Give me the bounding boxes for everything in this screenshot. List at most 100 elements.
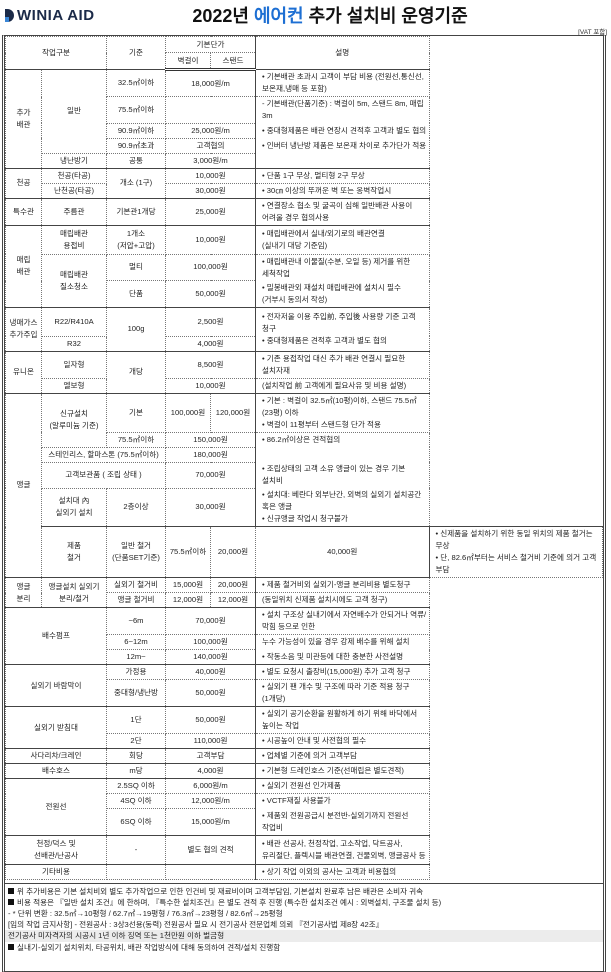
description-cell: • 실외기 공기순환을 원활하게 하기 위해 바닥에서 높이는 작업 [255, 706, 430, 734]
description-cell: 누수 가능성이 있을 경우 강제 배수를 위해 설치 [255, 634, 430, 650]
description-cell: • 상기 작업 이외의 공사는 고객과 비용협의 [255, 863, 430, 880]
table-cell: 앵글 [5, 392, 42, 578]
table-cell: 천공 [5, 167, 42, 199]
header-description: 설명 [255, 36, 430, 70]
winia-aid-logo: WINIA AID [5, 5, 95, 25]
table-cell: 2,500원 [165, 306, 257, 337]
table-cell: 앵글 철거비 [106, 592, 167, 608]
table-cell: 10,000원 [165, 167, 257, 184]
table-cell: - [106, 834, 167, 865]
table-cell: 앵글설치 실외기 분리/철거 [40, 577, 108, 608]
table-cell: 단품 [106, 280, 167, 308]
table-row: 설치대 內 실외기 설치 2층이상 30,000원 • 설치대: 베란다 외부난간, … [6, 487, 603, 527]
description-cell: • 기본배관 초과시 고객이 부담 비용 (전원선,통신선,보온재,냉매 등 포… [255, 69, 430, 97]
table-cell: 100,000원 [165, 253, 257, 281]
table-cell: 50,000원 [165, 280, 257, 308]
table-cell: 70,000원 [165, 607, 257, 635]
table-cell: R22/R410A [40, 306, 108, 337]
table-cell: 유니온 [5, 350, 42, 394]
description-cell: • 매립배관내 이물질(수분, 오일 등) 제거를 위한 세척작업 [255, 254, 430, 281]
table-cell: 고객부담 [165, 748, 257, 764]
table-cell: 25,000원/m [165, 122, 257, 139]
table-cell: 140,000원 [165, 649, 257, 665]
table-cell: 3,000원/m [165, 152, 257, 169]
table-cell: 110,000원 [165, 733, 257, 749]
table-cell: 설치대 內 실외기 설치 [40, 487, 108, 527]
table-row: 전원선 2.5SQ 이하 6,000원/m • 실외기 전원선 인가제품 [4, 778, 603, 836]
table-cell: 별도 협의 견적 [165, 834, 257, 865]
description-cell: • 제품외 전원공급시 분전반-실외기까지 전원선 작업비 [255, 808, 430, 835]
table-cell: 천공(타공) [40, 167, 108, 184]
description-cell: • 시공높이 안내 및 사전협의 필수 [255, 733, 430, 749]
document-frame: 작업구분 기준 기본단가 설명 벽걸이 스탠드 추가 배관 일반 32.5㎡이하 18… [2, 35, 606, 972]
table-cell: 회당 [106, 748, 167, 764]
description-cell [255, 447, 430, 462]
table-cell: 개당 [106, 350, 167, 394]
note-text: - * 단위 변환 : 32.5㎡→10평형 / 62.7㎡→19평형 / 76… [8, 908, 283, 918]
table-cell: 40,000원 [165, 664, 257, 680]
description-cell: • 인버터 냉난방 제품은 보온재 차이로 추가단가 적용 [255, 138, 430, 153]
description-cell: (설치작업 前 고객에게 필요사유 및 비용 설명) [255, 378, 430, 393]
table-row: 천정/덕스 및 선배관/난공사 - 별도 협의 견적 • 배관 선공사, 천정작업, … [4, 834, 603, 865]
table-row: 12m~ 140,000원 • 작동소음 및 미관등에 대한 충분한 사전설명 [6, 649, 603, 665]
table-cell: 70,000원 [165, 461, 257, 489]
table-row: 스테인리스, 할마스톤 (75.5㎡이하) 180,000원 [6, 446, 603, 463]
table-cell: 100,000원 [165, 392, 212, 433]
table-cell: 일반 [40, 69, 108, 154]
table-row: 유니온 일자형 개당 8,500원 • 기존 용접작업 대신 추가 배관 연결시 필요한… [5, 350, 603, 394]
table-cell: 공통 [106, 152, 167, 169]
vat-note: [VAT 포함] [578, 29, 607, 36]
table-body: 추가 배관 일반 32.5㎡이하 18,000원/m • 기본배관 초과시 고객이 부담… [4, 69, 604, 880]
note-text: 위 추가비용은 기본 설치비외 별도 추가작업으로 인한 인건비 및 재료비이며… [17, 886, 424, 896]
table-cell: 75.5㎡이하 [106, 96, 167, 124]
table-cell: 30,000원 [165, 182, 257, 199]
note-text: 실내기-실외기 설치위치, 타공위치, 배관 작업방식에 대해 동의하여 견적/… [17, 942, 281, 952]
table-cell: 매립배관 질소청소 [40, 253, 108, 308]
table-cell: 2단 [106, 733, 167, 749]
table-cell: 50,000원 [165, 679, 257, 707]
table-cell: 4SQ 이하 [106, 793, 167, 809]
description-cell: • 업체별 기준에 의거 고객부담 [255, 748, 430, 764]
table-cell: 제품 철거 [40, 526, 108, 578]
table-cell [165, 863, 257, 880]
table-row: 90.9㎡이하 25,000원/m • 중대형제품은 배관 연장시 견적후 고객과 … [6, 122, 603, 139]
description-cell: • VCTF재질 사용불가 [255, 793, 430, 809]
table-cell: 일반 철거 (단품SET기준) [106, 526, 167, 578]
table-cell [106, 863, 167, 880]
table-row: 배수호스 m당 4,000원 • 기본형 드레인호스 기준(선매립은 별도견적) [4, 763, 603, 779]
table-cell: 사다리차/크레인 [4, 748, 108, 764]
table-row: 천공 천공(타공) 개소 (1구) 10,000원 • 단품 1구 무상, 멀티형 2구… [5, 167, 603, 199]
table-cell: 10,000원 [165, 224, 257, 255]
description-cell: (동일위치 신제품 설치시에도 고객 청구) [255, 592, 430, 608]
note-item: 위 추가비용은 기본 설치비외 별도 추가작업으로 인한 인건비 및 재료비이며… [5, 886, 603, 897]
table-cell: 12,000원 [210, 592, 257, 608]
table-cell: 90.9㎡초과 [106, 137, 167, 154]
description-cell: • 단품 1구 무상, 멀티형 2구 무상 [255, 167, 430, 184]
table-row: 엘보형 10,000원 (설치작업 前 고객에게 필요사유 및 비용 설명) [6, 377, 603, 394]
table-cell: 15,000원 [165, 577, 212, 593]
table-cell: 90.9㎡이하 [106, 122, 167, 139]
table-cell: 일자형 [40, 350, 108, 379]
table-cell: 매립배관 용접비 [40, 224, 108, 255]
logo-mark-icon [5, 8, 14, 22]
table-cell: 2.5SQ 이하 [106, 778, 167, 794]
table-cell: 개소 (1구) [106, 167, 167, 199]
header-standard: 기준 [106, 36, 167, 70]
table-cell: 실외기 받침대 [4, 706, 108, 749]
table-cell: 20,000원 [210, 577, 257, 593]
table-cell: 8,500원 [165, 350, 257, 379]
table-cell: 실외기 철거비 [106, 577, 167, 593]
square-bullet-icon [8, 944, 14, 951]
table-cell: 40,000원 [255, 526, 430, 578]
square-bullet-icon [8, 888, 14, 894]
table-cell: 배수펌프 [4, 607, 108, 665]
table-cell: 1단 [106, 706, 167, 734]
table-cell [165, 96, 257, 124]
description-cell: • 매립배관에서 실내/외기로의 배관연결 (실내기 대당 기준임) [255, 224, 430, 255]
table-cell: 18,000원/m [165, 69, 257, 97]
table-row: 앵글 신규설치 (알루미늄 기준) 기본 100,000원 120,000원 • 기본 :… [5, 392, 603, 578]
table-cell: 25,000원 [165, 197, 257, 226]
table-cell: ~6m [106, 607, 167, 635]
description-cell: • 신제품을 설치하기 위한 동일 위치의 제품 철거는 무상 • 단, 82.… [428, 526, 604, 578]
description-cell [255, 153, 430, 168]
